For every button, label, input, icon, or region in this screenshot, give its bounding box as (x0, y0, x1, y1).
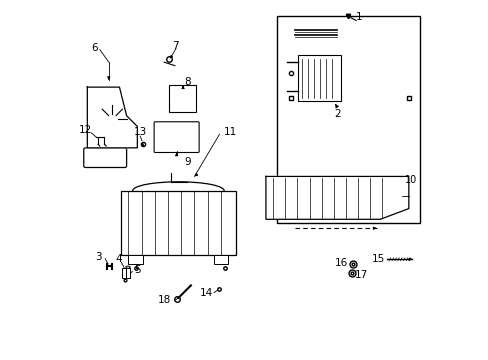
Text: 14: 14 (200, 288, 213, 297)
Bar (169, 85, 196, 112)
Text: 5: 5 (134, 265, 141, 275)
Text: 13: 13 (133, 127, 146, 138)
Text: 12: 12 (79, 125, 92, 135)
Text: 17: 17 (354, 270, 367, 280)
Text: 10: 10 (405, 175, 417, 185)
Bar (298, 55, 340, 102)
Bar (121, 191, 235, 255)
Text: 4: 4 (115, 253, 122, 264)
Text: 6: 6 (91, 43, 98, 53)
Bar (276, 16, 419, 223)
Text: 7: 7 (172, 41, 179, 51)
Text: 8: 8 (183, 77, 190, 87)
FancyBboxPatch shape (83, 148, 126, 167)
Text: 3: 3 (95, 252, 102, 262)
Polygon shape (87, 87, 137, 148)
Polygon shape (265, 176, 408, 219)
Text: 16: 16 (334, 258, 347, 268)
Text: 11: 11 (223, 127, 236, 137)
Text: 2: 2 (333, 109, 340, 118)
Ellipse shape (132, 182, 224, 200)
Bar (122, 267, 128, 278)
Text: 15: 15 (371, 254, 384, 264)
Bar (128, 255, 142, 264)
Bar (214, 255, 228, 264)
Text: 1: 1 (355, 12, 362, 22)
Bar (125, 267, 130, 278)
Ellipse shape (125, 266, 130, 268)
FancyBboxPatch shape (154, 122, 199, 153)
Text: 9: 9 (183, 157, 190, 167)
Text: 18: 18 (158, 296, 171, 305)
